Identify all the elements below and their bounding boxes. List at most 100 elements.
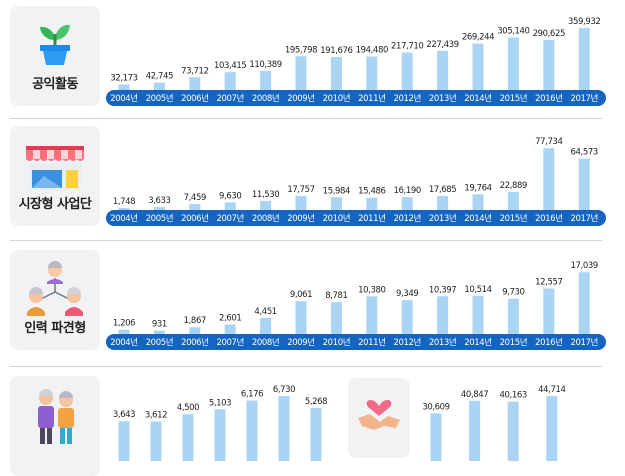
x-tick-label: 2015년 [500, 93, 527, 104]
data-label: 3,633 [148, 196, 170, 206]
panel-public-activity: 공익활동 [10, 6, 100, 106]
bar [153, 330, 165, 334]
data-label: 15,486 [358, 187, 385, 197]
x-tick-label: 2015년 [500, 213, 527, 224]
x-axis-strip [106, 90, 606, 106]
bar [546, 396, 558, 461]
x-tick-label: 2014년 [464, 337, 491, 348]
data-label: 44,714 [538, 385, 565, 395]
x-tick-label: 2008년 [252, 93, 279, 104]
data-label: 10,397 [429, 285, 456, 295]
bar [366, 296, 378, 334]
bar [507, 37, 519, 90]
bar [214, 409, 226, 461]
x-tick-label: 2008년 [252, 337, 279, 348]
bar [118, 208, 130, 210]
x-tick-label: 2010년 [323, 93, 350, 104]
x-tick-label: 2005년 [146, 337, 173, 348]
x-tick-label: 2015년 [500, 337, 527, 348]
data-label: 194,480 [356, 46, 388, 56]
data-label: 217,710 [391, 42, 423, 52]
data-label: 5,268 [305, 397, 327, 407]
x-tick-label: 2014년 [464, 213, 491, 224]
bar [437, 296, 449, 334]
x-tick-label: 2012년 [393, 93, 420, 104]
data-label: 8,781 [325, 291, 347, 301]
bar [182, 414, 194, 461]
data-label: 110,389 [249, 60, 281, 70]
bar [260, 200, 272, 210]
data-label: 3,643 [113, 410, 135, 420]
x-tick-label: 2009년 [287, 93, 314, 104]
bar [472, 43, 484, 90]
x-axis-strip [106, 210, 606, 226]
data-label: 40,163 [500, 391, 527, 401]
data-label: 9,630 [219, 191, 241, 201]
data-label: 1,206 [113, 319, 135, 329]
data-label: 10,514 [464, 285, 491, 295]
chart-section-4: 3,643 3,612 4,500 5,103 6,176 6,730 5,268 [113, 385, 328, 461]
bar [224, 202, 236, 210]
bar [543, 148, 555, 210]
bar [330, 56, 342, 90]
data-label: 6,730 [273, 385, 295, 395]
data-label: 9,730 [502, 288, 524, 298]
bar [153, 82, 165, 90]
x-tick-label: 2011년 [358, 93, 385, 104]
data-label: 12,557 [535, 277, 562, 287]
bar [118, 84, 130, 90]
bar [330, 302, 342, 334]
bar [472, 194, 484, 210]
x-tick-label: 2009년 [287, 213, 314, 224]
x-tick-label: 2006년 [181, 213, 208, 224]
panel-staff-dispatch: 인력 파견형 [10, 250, 100, 350]
bar [401, 52, 413, 90]
x-axis-strip [106, 334, 606, 350]
bar [118, 329, 130, 334]
data-label: 17,685 [429, 185, 456, 195]
data-label: 77,734 [535, 137, 562, 147]
bar [578, 272, 590, 334]
data-label: 4,451 [254, 307, 276, 317]
bar [278, 396, 290, 461]
x-tick-label: 2013년 [429, 337, 456, 348]
bar [472, 295, 484, 334]
x-tick-label: 2007년 [216, 337, 243, 348]
bar [295, 195, 307, 210]
data-label: 1,748 [113, 197, 135, 207]
bar [246, 400, 258, 461]
section-title: 시장형 사업단 [18, 197, 92, 212]
data-label: 22,889 [500, 181, 527, 191]
chart-public-activity: 32,173 2004년 42,745 2005년 73,712 2006년 103,415… [106, 17, 606, 106]
data-label: 40,847 [461, 390, 488, 400]
x-tick-label: 2013년 [429, 93, 456, 104]
bar [437, 195, 449, 210]
bar [437, 50, 449, 90]
x-tick-label: 2017년 [570, 93, 597, 104]
bar [401, 300, 413, 334]
data-label: 64,573 [571, 148, 598, 158]
data-label: 269,244 [462, 33, 494, 43]
bar [260, 70, 272, 90]
data-label: 16,190 [394, 186, 421, 196]
x-tick-label: 2016년 [535, 337, 562, 348]
chart-market-type: 1,748 2004년 3,633 2005년 7,459 2006년 9,630 2007년… [106, 137, 606, 226]
data-label: 73,712 [181, 66, 208, 76]
x-tick-label: 2017년 [570, 337, 597, 348]
data-label: 195,798 [285, 45, 317, 55]
data-label: 290,625 [533, 29, 565, 39]
bar [507, 298, 519, 334]
people-network-icon [27, 261, 83, 316]
panel-section-4 [10, 376, 100, 476]
bar [578, 28, 590, 90]
data-label: 4,500 [177, 403, 199, 413]
x-tick-label: 2012년 [393, 213, 420, 224]
data-label: 9,349 [396, 289, 418, 299]
data-label: 931 [152, 320, 167, 330]
x-tick-label: 2005년 [146, 93, 173, 104]
x-tick-label: 2009년 [287, 337, 314, 348]
bar [224, 324, 236, 334]
bar [295, 301, 307, 334]
data-label: 19,764 [464, 183, 491, 193]
x-tick-label: 2004년 [110, 337, 137, 348]
